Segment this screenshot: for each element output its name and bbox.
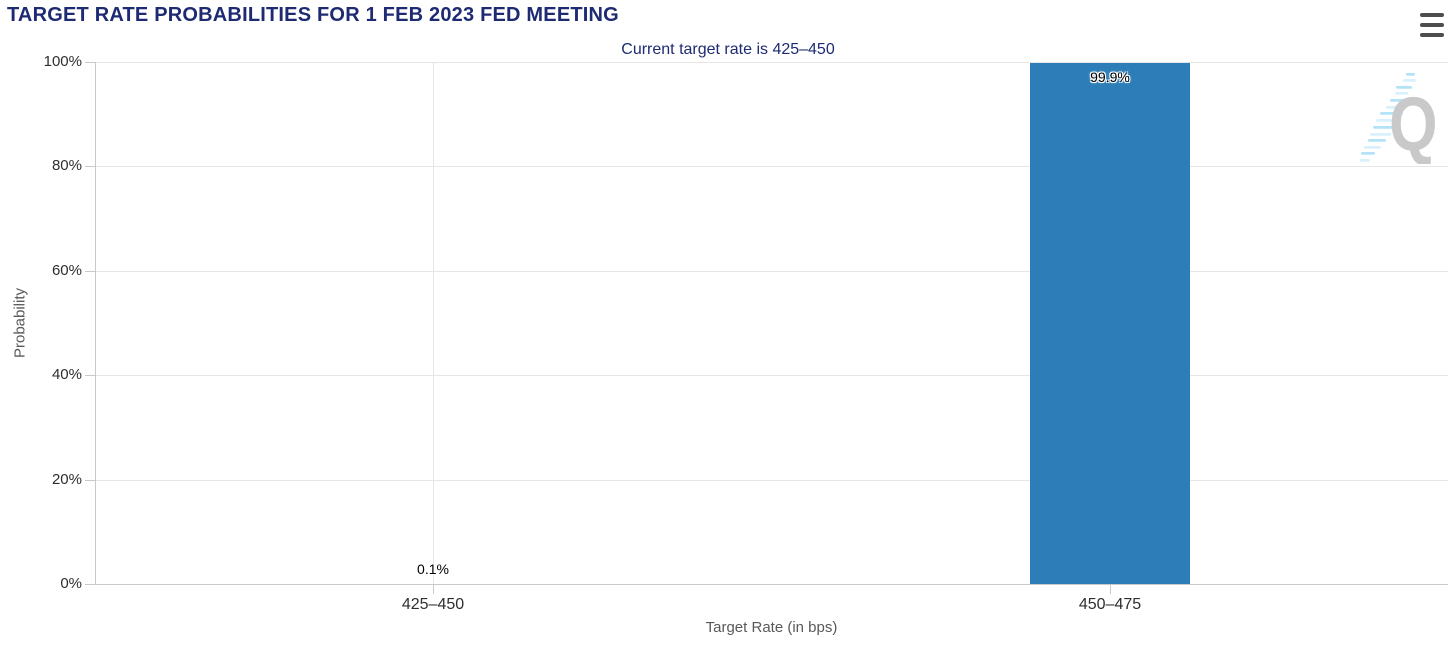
y-tick-label: 60% xyxy=(51,262,82,279)
chart-subtitle: Current target rate is 425–450 xyxy=(621,41,835,58)
page-title: TARGET RATE PROBABILITIES FOR 1 FEB 2023… xyxy=(7,4,619,26)
hamburger-icon xyxy=(1420,23,1444,27)
bar-value-label: 0.1% xyxy=(417,561,449,578)
x-tick-label: 425–450 xyxy=(401,596,465,613)
x-axis-line xyxy=(95,584,1448,585)
x-axis-tick xyxy=(433,584,434,594)
y-axis-tick xyxy=(85,480,95,481)
bar-value-label: 99.9% xyxy=(1090,68,1130,85)
y-axis-tick xyxy=(85,375,95,376)
y-axis-tick xyxy=(85,62,95,63)
y-gridline xyxy=(95,271,1448,272)
y-tick-label: 40% xyxy=(51,366,82,383)
y-gridline xyxy=(95,480,1448,481)
x-axis-title: Target Rate (in bps) xyxy=(705,619,838,636)
y-gridline xyxy=(95,375,1448,376)
y-gridline xyxy=(95,166,1448,167)
hamburger-menu-button[interactable] xyxy=(1420,13,1445,37)
y-gridline xyxy=(95,62,1448,63)
x-tick-label: 450–475 xyxy=(1078,596,1142,613)
y-axis-tick xyxy=(85,584,95,585)
y-axis-title: Probability xyxy=(11,287,29,359)
y-tick-label: 0% xyxy=(60,575,82,592)
bar-450–475[interactable] xyxy=(1030,62,1190,584)
y-tick-label: 20% xyxy=(51,471,82,488)
x-gridline xyxy=(433,62,434,584)
hamburger-icon xyxy=(1420,33,1444,37)
y-axis-line xyxy=(95,62,96,584)
hamburger-icon xyxy=(1420,13,1444,17)
y-axis-tick xyxy=(85,166,95,167)
y-tick-label: 80% xyxy=(51,157,82,174)
y-tick-label: 100% xyxy=(43,53,82,70)
y-axis-tick xyxy=(85,271,95,272)
x-axis-tick xyxy=(1110,584,1111,594)
